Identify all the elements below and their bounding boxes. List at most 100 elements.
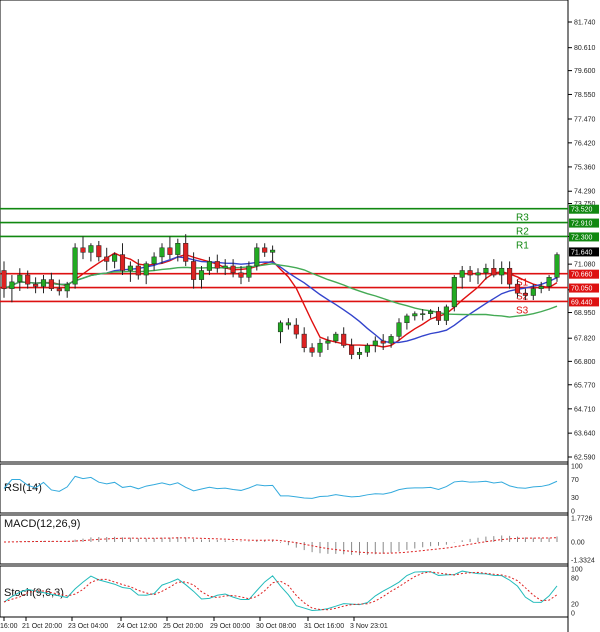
macd-axis-label: -1.3324 [571,558,595,565]
candle-body [151,256,157,264]
level-tag-text-s1: 70.660 [571,272,593,279]
time-tick-label: 30 Oct 08:00 [256,623,296,630]
price-tick-label: 75.360 [574,164,596,171]
time-tick-label: 21 Oct 20:00 [22,623,62,630]
level-name-s1: S1 [516,278,529,289]
time-tick-label: 31 Oct 16:00 [304,623,344,630]
candle-body [191,261,197,280]
macd-axis: 1.7726 0.00 -1.3324 [571,516,595,565]
price-tick-label: 81.740 [574,20,596,27]
candle-body [135,265,141,276]
candle-body [349,345,355,355]
price-tick-label: 79.600 [574,68,596,75]
candle-body [183,242,189,262]
candle-body [222,265,228,269]
rsi-pane[interactable] [0,463,569,514]
level-name-r2: R2 [516,227,529,238]
level-name-s2: S2 [516,292,529,303]
price-tick-label: 68.950 [574,310,596,317]
candle-body [88,245,94,253]
candle-body [80,247,86,253]
rsi-title: RSI(14) [4,482,42,494]
candle-body [230,265,236,274]
candle-body [112,254,118,262]
candle-body [309,347,315,353]
candle-body [33,283,39,287]
rsi-axis: 100 70 30 0 [571,464,583,516]
rsi-line [3,475,558,499]
candle-body [522,292,528,296]
level-tag-text-r1: 72.300 [571,234,593,241]
rsi-axis-label: 30 [571,495,579,502]
candle-body [459,270,465,278]
candle-body [412,313,418,317]
candle-body [380,340,386,344]
stoch-k-line [3,570,558,611]
candle-body [175,242,181,255]
price-pane[interactable] [0,0,569,463]
level-tag-text-s3: 69.440 [571,299,593,306]
ma-fast-line [3,252,558,348]
candle-body [404,315,410,324]
candle-body [491,267,497,276]
macd-histogram [11,535,558,556]
ma-slow-line [3,263,558,318]
level-name-s3: S3 [516,305,529,316]
candle-body [372,340,378,346]
candle-body [119,254,126,271]
candle-body [143,263,149,276]
candle-body [238,272,244,278]
candle-body [443,306,449,321]
price-tick-label: 62.590 [574,455,596,462]
price-tick-label: 67.820 [574,336,596,343]
candle-body [475,272,481,276]
candle-body [356,352,363,355]
candle-body [293,324,299,335]
candle-body [554,254,560,278]
price-tick-label: 66.800 [574,359,596,366]
stoch-pane[interactable] [0,565,569,618]
candle-body [96,245,102,258]
candle-body [467,270,473,276]
candle-body [325,340,331,344]
candle-body [333,333,339,342]
candle-body [159,247,165,258]
candle-body [388,336,394,344]
level-tag-s1 [569,269,599,279]
candle-body [507,267,513,285]
time-tick-label: 3 Nov 23:01 [350,623,388,630]
candle-body [285,322,291,326]
candle-body [262,247,268,253]
time-tick-label: 23 Oct 04:00 [68,623,108,630]
moving-averages [3,252,558,348]
candle-body [214,261,220,269]
candle-body [435,311,442,321]
time-tick-label: 29 Oct 00:00 [210,623,250,630]
candle-body [546,277,552,287]
macd-signal-line [3,537,558,554]
level-tag-text-s2: 70.050 [571,286,593,293]
candle-body [483,267,489,274]
level-tag-r2 [569,218,599,228]
candle-body [420,313,426,315]
candle-body [254,247,260,267]
candle-body [514,283,521,294]
stoch-axis-label: 20 [571,602,579,609]
price-tick-label: 77.470 [574,116,596,123]
candle-body [277,322,284,333]
candle-body [364,345,370,353]
current-price-tag [569,247,599,257]
candle-body [40,279,47,287]
candle-body [127,265,133,271]
stoch-axis-label: 80 [571,575,579,582]
level-tag-r3 [569,204,599,214]
candle-body [64,283,70,292]
time-tick-label: 16:00 [0,623,18,630]
candle-body [396,322,402,337]
candle-body [246,265,252,278]
candle-body [317,342,323,353]
candle-body [428,311,434,314]
macd-pane[interactable] [0,514,569,565]
